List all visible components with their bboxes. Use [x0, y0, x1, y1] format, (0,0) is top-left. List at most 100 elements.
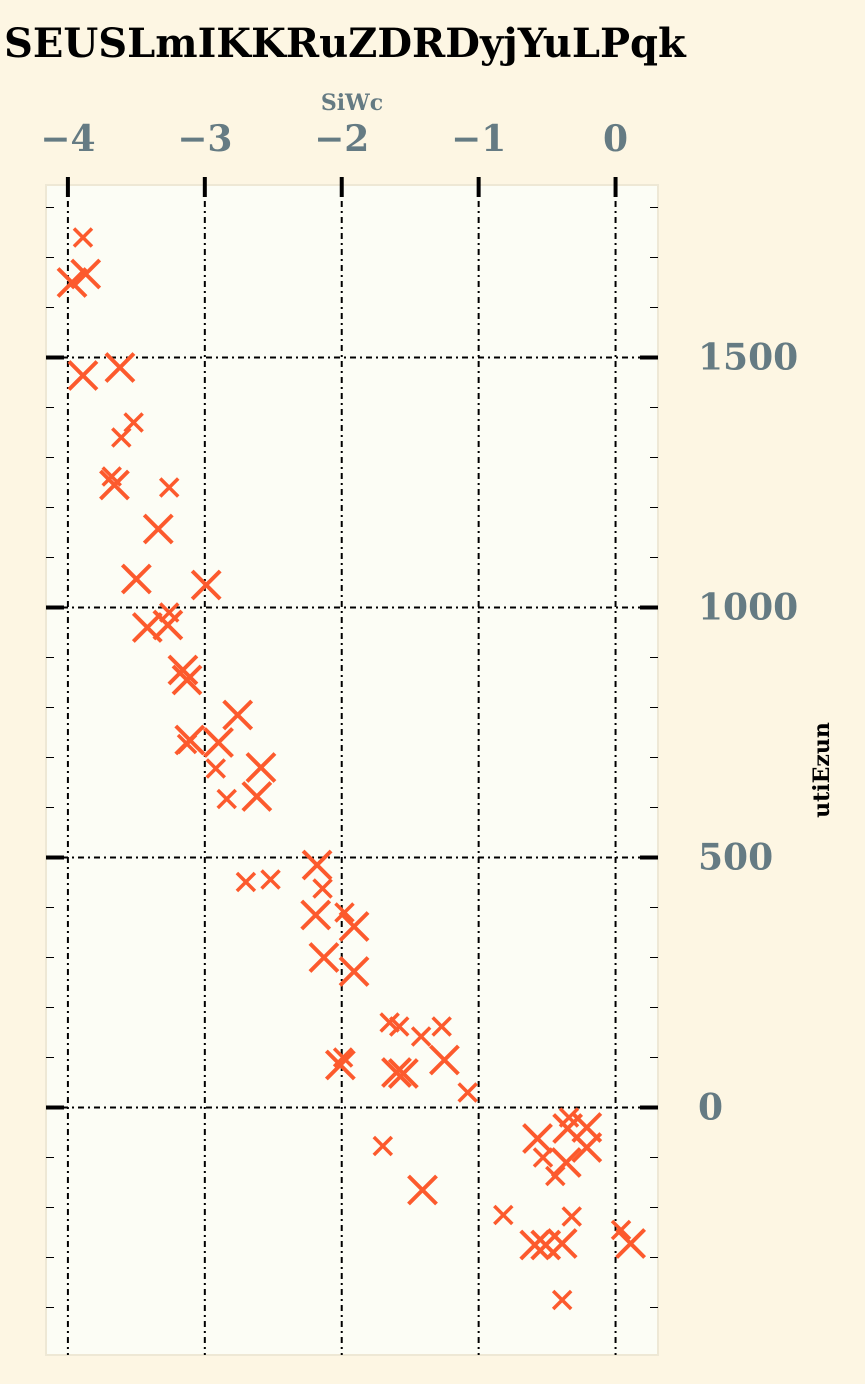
y-tick-label: 1500: [698, 337, 798, 379]
data-point: [72, 227, 94, 248]
x-marker: [56, 267, 88, 298]
x-marker: [104, 352, 136, 383]
x-tick-label: −4: [40, 118, 95, 160]
data-point: [338, 911, 370, 942]
data-point: [99, 469, 130, 501]
data-point: [300, 899, 332, 931]
data-point: [222, 699, 254, 731]
data-point: [522, 1123, 553, 1154]
data-point: [190, 569, 222, 601]
x-marker: [308, 942, 340, 973]
x-marker: [431, 1016, 452, 1037]
data-point: [387, 1058, 419, 1089]
x-marker: [545, 1165, 566, 1187]
x-marker: [167, 654, 199, 686]
data-point: [457, 1082, 478, 1103]
x-marker: [551, 1289, 573, 1311]
data-point: [519, 1229, 551, 1261]
x-tick-label: −1: [451, 118, 506, 160]
data-point: [308, 942, 340, 973]
x-marker: [205, 758, 227, 779]
x-tick-label: 0: [603, 118, 628, 160]
data-point: [245, 752, 277, 783]
data-point: [203, 727, 234, 758]
data-point: [407, 1174, 438, 1206]
x-axis-label: SiWc: [321, 90, 383, 116]
data-point: [571, 1132, 603, 1163]
data-points: [56, 227, 647, 1311]
x-marker: [190, 569, 222, 601]
x-marker: [301, 849, 333, 881]
x-marker: [158, 477, 180, 498]
data-point: [70, 258, 102, 290]
data-point: [241, 781, 273, 812]
ticks-layer: −4 −3 −2 −1 0 0 500 1000 1500: [40, 118, 798, 1308]
data-point: [615, 1228, 647, 1259]
x-marker: [519, 1229, 551, 1261]
x-marker: [300, 899, 332, 931]
x-marker: [324, 1049, 356, 1081]
x-marker: [522, 1123, 553, 1154]
data-point: [167, 654, 199, 686]
data-point: [429, 1044, 460, 1076]
data-point: [216, 788, 237, 810]
data-point: [131, 612, 163, 643]
data-point: [260, 869, 281, 890]
x-marker: [493, 1204, 514, 1226]
x-marker: [171, 664, 203, 696]
data-point: [334, 902, 355, 923]
x-marker: [245, 752, 277, 783]
data-point: [104, 352, 136, 383]
x-marker: [123, 412, 144, 433]
x-marker: [312, 878, 333, 899]
x-marker: [546, 1228, 578, 1259]
x-marker: [120, 563, 152, 595]
data-point: [546, 1228, 578, 1259]
x-marker: [111, 427, 132, 448]
x-marker: [176, 733, 198, 755]
x-marker: [235, 871, 257, 893]
x-marker: [381, 1057, 412, 1088]
y-tick-label: 1000: [698, 587, 798, 629]
x-marker: [338, 911, 370, 942]
x-marker: [571, 1132, 603, 1163]
x-marker: [410, 1026, 432, 1047]
data-point: [111, 427, 132, 448]
data-point: [493, 1204, 514, 1226]
x-marker: [216, 788, 237, 810]
data-point: [142, 513, 174, 545]
data-point: [550, 1147, 582, 1178]
x-marker: [388, 1016, 410, 1037]
x-marker: [222, 699, 254, 731]
data-point: [532, 1147, 554, 1168]
x-marker: [99, 469, 130, 501]
x-marker: [72, 227, 94, 248]
x-tick-label: −2: [314, 118, 369, 160]
plot-area: [45, 184, 659, 1356]
data-point: [235, 871, 257, 893]
data-point: [388, 1016, 410, 1037]
x-marker: [67, 360, 99, 391]
x-marker: [70, 258, 102, 290]
x-tick-label: −3: [177, 118, 232, 160]
x-marker: [203, 727, 234, 758]
data-point: [324, 1049, 356, 1081]
x-marker: [457, 1082, 478, 1103]
x-marker: [429, 1044, 460, 1076]
data-point: [67, 360, 99, 391]
data-point: [561, 1206, 582, 1227]
data-point: [312, 878, 333, 899]
chart-title: SEUSLmIKKRuZDRDyjYuLPqk: [4, 20, 687, 67]
data-point: [372, 1135, 394, 1157]
data-point: [301, 849, 333, 881]
y-tick-label: 0: [698, 1087, 723, 1129]
y-axis-label: utiEzun: [809, 722, 835, 818]
data-point: [338, 956, 370, 987]
data-point: [545, 1165, 566, 1187]
x-marker: [260, 869, 281, 890]
data-point: [610, 1219, 632, 1241]
x-marker: [372, 1135, 394, 1157]
x-marker: [561, 1206, 582, 1227]
